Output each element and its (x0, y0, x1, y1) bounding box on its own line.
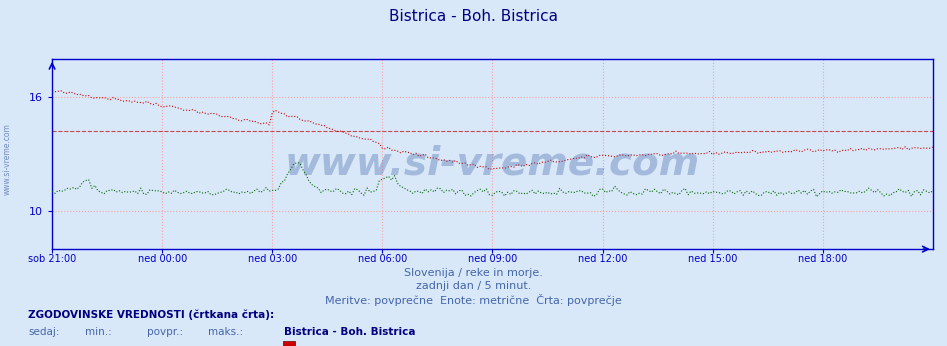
Text: ned 03:00: ned 03:00 (247, 255, 297, 264)
Text: ned 18:00: ned 18:00 (798, 255, 848, 264)
Text: Meritve: povprečne  Enote: metrične  Črta: povprečje: Meritve: povprečne Enote: metrične Črta:… (325, 294, 622, 307)
Text: sedaj:: sedaj: (28, 327, 60, 337)
Text: min.:: min.: (85, 327, 112, 337)
Text: Bistrica - Boh. Bistrica: Bistrica - Boh. Bistrica (284, 327, 416, 337)
Text: ned 06:00: ned 06:00 (358, 255, 407, 264)
Text: zadnji dan / 5 minut.: zadnji dan / 5 minut. (416, 281, 531, 291)
Text: ned 09:00: ned 09:00 (468, 255, 517, 264)
Text: sob 21:00: sob 21:00 (28, 255, 76, 264)
Text: Slovenija / reke in morje.: Slovenija / reke in morje. (404, 268, 543, 278)
Text: Bistrica - Boh. Bistrica: Bistrica - Boh. Bistrica (389, 9, 558, 24)
Text: povpr.:: povpr.: (147, 327, 183, 337)
Text: www.si-vreme.com: www.si-vreme.com (285, 145, 700, 182)
Text: ned 12:00: ned 12:00 (578, 255, 627, 264)
Text: maks.:: maks.: (208, 327, 243, 337)
Text: www.si-vreme.com: www.si-vreme.com (3, 123, 12, 195)
Text: ned 15:00: ned 15:00 (688, 255, 738, 264)
Text: ZGODOVINSKE VREDNOSTI (črtkana črta):: ZGODOVINSKE VREDNOSTI (črtkana črta): (28, 310, 275, 320)
Text: ned 00:00: ned 00:00 (137, 255, 187, 264)
